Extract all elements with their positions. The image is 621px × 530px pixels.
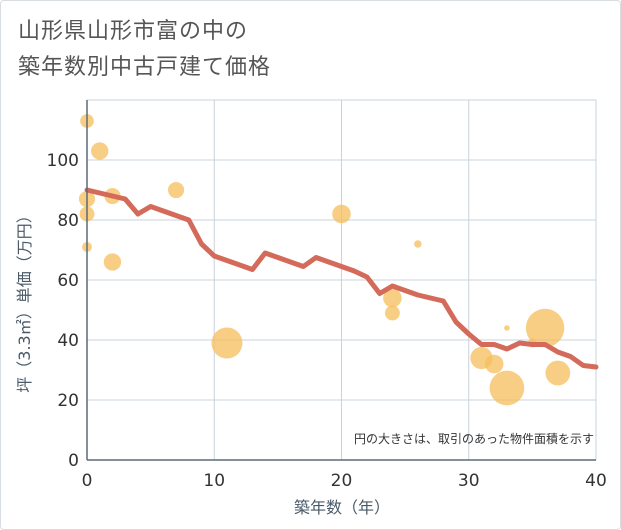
x-tick-label: 20	[331, 471, 353, 491]
y-tick-label: 100	[47, 151, 79, 171]
y-tick-label: 80	[57, 211, 79, 231]
chart-title: 山形県山形市富の中の 築年数別中古戸建て価格	[18, 14, 271, 86]
bubble-point	[168, 181, 185, 199]
bubble-point	[489, 370, 525, 406]
x-axis-label: 築年数（年）	[294, 498, 390, 517]
y-tick-label: 60	[57, 271, 79, 291]
bubble-size-note: 円の大きさは、取引のあった物件面積を示す	[354, 431, 594, 446]
bubble-point	[211, 327, 243, 359]
bubble-layer	[78, 114, 571, 406]
chart-title-line-1: 山形県山形市富の中の	[18, 19, 249, 44]
bubble-point	[484, 354, 504, 374]
bubble-point	[414, 240, 422, 248]
x-tick-label: 40	[585, 471, 607, 491]
trend-line	[84, 187, 599, 370]
x-tick-label: 10	[203, 471, 225, 491]
grid-lines	[86, 99, 597, 461]
bubble-point	[332, 204, 351, 224]
x-tick-label: 0	[82, 471, 93, 491]
y-tick-label: 40	[57, 331, 79, 351]
y-tick-label: 20	[57, 391, 79, 411]
bubble-point	[525, 308, 565, 348]
chart-title-line-2: 築年数別中古戸建て価格	[18, 55, 272, 80]
trend-layer	[84, 187, 599, 370]
y-axis-label: 坪（3.3㎡）単価（万円）	[15, 207, 34, 392]
axes: 0 10 20 30 40 0 20 40 60 80 100	[47, 100, 607, 491]
bubble-point	[383, 288, 402, 308]
bubble-point	[91, 142, 109, 160]
bubble-point	[384, 305, 400, 321]
x-tick-label: 30	[458, 471, 480, 491]
y-tick-label: 0	[68, 451, 79, 471]
bubble-point	[504, 325, 510, 331]
bubble-point	[545, 360, 571, 386]
bubble-point	[103, 253, 122, 271]
